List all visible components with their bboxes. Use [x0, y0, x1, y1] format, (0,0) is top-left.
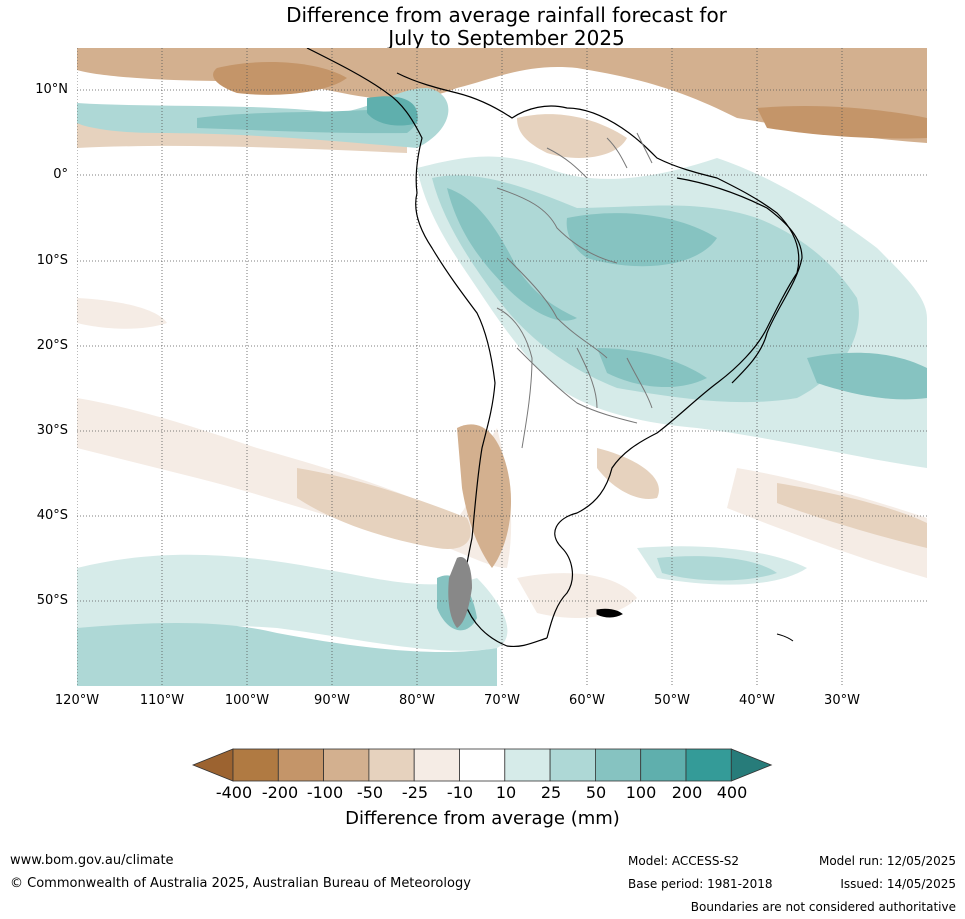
- colorbar-extend-high: [730, 748, 773, 782]
- colorbar-swatch: [277, 748, 325, 782]
- colorbar-tick-label: -400: [215, 783, 253, 802]
- lon-label-60w: 60°W: [569, 693, 605, 708]
- colorbar-tick-label: 50: [585, 783, 607, 802]
- lat-label-0: 0°: [53, 167, 68, 182]
- teal-amazon-dark: [566, 213, 717, 267]
- footer-website: www.bom.gov.au/climate: [10, 853, 174, 868]
- lat-label-30s: 30°S: [36, 423, 68, 438]
- colorbar-tick-label: -10: [446, 783, 474, 802]
- colorbar-swatch: [459, 748, 506, 782]
- colorbar-tick-label: 10: [495, 783, 517, 802]
- lat-label-50s: 50°S: [36, 593, 68, 608]
- colorbar-svg: [191, 748, 773, 782]
- brown-south-pacific-mid: [297, 468, 471, 549]
- colorbar-swatch: [368, 748, 415, 782]
- teal-band-itcz-darker: [367, 96, 418, 126]
- coastline-falklands: [596, 608, 623, 618]
- teal-south-america-dark: [447, 188, 577, 321]
- lat-label-10n: 10°N: [35, 82, 68, 97]
- teal-south-america-mid: [432, 175, 859, 403]
- coastline-brazil-east: [676, 177, 803, 384]
- rainfall-map: [77, 48, 927, 686]
- colorbar-swatch: [640, 748, 687, 782]
- lon-label-70w: 70°W: [484, 693, 520, 708]
- brown-atlantic-south-mid: [777, 483, 927, 548]
- colorbar-swatch: [504, 748, 551, 782]
- colorbar-swatch: [594, 748, 642, 782]
- coastline-south-georgia: [776, 633, 794, 642]
- title-line-2: July to September 2025: [388, 26, 625, 50]
- lon-label-100w: 100°W: [224, 693, 270, 708]
- teal-brazil-dark: [597, 348, 707, 388]
- lon-label-40w: 40°W: [739, 693, 775, 708]
- colorbar-tick-label: -25: [401, 783, 429, 802]
- patagonia-islands: [448, 557, 472, 628]
- lon-label-90w: 90°W: [314, 693, 350, 708]
- colorbar-swatch: [232, 748, 279, 782]
- footer-base-period: Base period: 1981-2018: [628, 877, 773, 891]
- footer-model-run: Model run: 12/05/2025: [818, 854, 956, 868]
- lon-label-30w: 30°W: [824, 693, 860, 708]
- lat-label-10s: 10°S: [36, 253, 68, 268]
- colorbar-swatch: [549, 748, 596, 782]
- lon-label-120w: 120°W: [54, 693, 100, 708]
- brown-chile: [457, 424, 512, 568]
- footer-boundaries-note: Boundaries are not considered authoritat…: [690, 900, 956, 914]
- colorbar-tick-label: -100: [306, 783, 344, 802]
- brown-region-ne: [757, 106, 927, 139]
- colorbar-tick-label: 100: [625, 783, 657, 802]
- lon-label-110w: 110°W: [139, 693, 185, 708]
- lat-label-20s: 20°S: [36, 338, 68, 353]
- map-canvas: [77, 48, 927, 686]
- brown-east-pacific-west: [77, 298, 167, 329]
- teal-south-atlantic-mid: [657, 556, 777, 581]
- colorbar: [191, 748, 774, 786]
- lon-label-80w: 80°W: [399, 693, 435, 708]
- brown-region-north-dark: [213, 62, 347, 95]
- brown-patagonia-sea: [517, 573, 637, 618]
- country-borders: [496, 132, 653, 449]
- teal-band-itcz-dark: [197, 107, 418, 134]
- colorbar-tick-label: 200: [671, 783, 703, 802]
- brown-argentina: [597, 448, 659, 499]
- colorbar-swatch: [685, 748, 732, 782]
- colorbar-tick-label: 400: [716, 783, 748, 802]
- brown-venezuela: [517, 114, 627, 158]
- colorbar-swatch: [413, 748, 460, 782]
- title-line-1: Difference from average rainfall forecas…: [286, 3, 727, 27]
- lon-label-50w: 50°W: [654, 693, 690, 708]
- colorbar-tick-label: -200: [261, 783, 299, 802]
- colorbar-extend-low: [191, 748, 234, 782]
- teal-southern-ocean: [77, 554, 927, 686]
- footer-issued: Issued: 14/05/2025: [840, 877, 956, 891]
- colorbar-swatch: [323, 748, 370, 782]
- graticule: [77, 48, 927, 686]
- colorbar-title: Difference from average (mm): [345, 808, 620, 829]
- map-title: Difference from average rainfall forecas…: [0, 4, 965, 50]
- colorbar-tick-label: 25: [540, 783, 562, 802]
- footer-copyright: © Commonwealth of Australia 2025, Austra…: [10, 876, 471, 891]
- lat-label-40s: 40°S: [36, 508, 68, 523]
- colorbar-tick-label: -50: [356, 783, 384, 802]
- footer-model: Model: ACCESS-S2: [628, 854, 740, 868]
- teal-atlantic-dark: [807, 352, 927, 400]
- teal-southern-ocean-mid: [77, 623, 497, 686]
